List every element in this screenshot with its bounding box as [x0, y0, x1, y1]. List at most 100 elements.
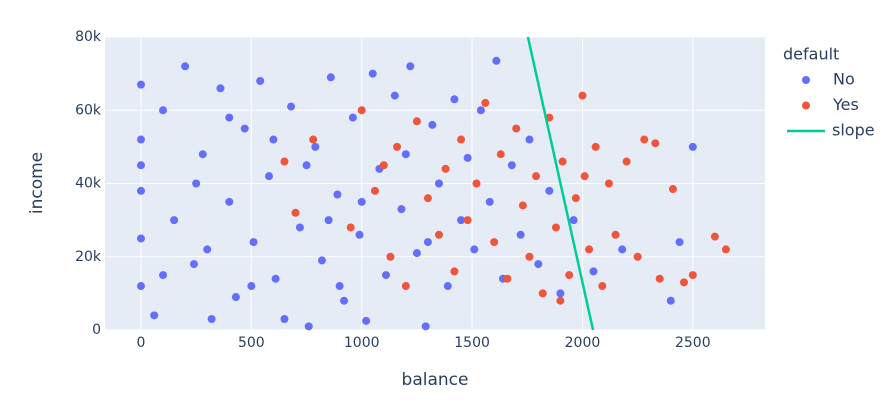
point — [496, 150, 505, 159]
point — [591, 142, 600, 151]
point — [326, 73, 335, 82]
point — [481, 98, 490, 107]
point — [569, 216, 578, 225]
point — [457, 135, 466, 144]
legend-symbol[interactable] — [802, 101, 810, 110]
point — [485, 197, 494, 206]
point — [249, 238, 258, 247]
x-tick-label: 1000 — [344, 335, 380, 351]
point — [470, 245, 479, 254]
point — [532, 172, 541, 181]
y-tick-label: 80k — [75, 29, 102, 45]
point — [412, 249, 421, 258]
point — [309, 135, 318, 144]
point — [280, 315, 289, 324]
point — [518, 201, 527, 210]
point — [421, 322, 430, 331]
point — [355, 230, 364, 239]
x-tick-label: 0 — [137, 335, 146, 351]
point — [295, 223, 304, 232]
point — [688, 271, 697, 280]
point — [317, 256, 326, 265]
legend-symbol[interactable] — [802, 76, 810, 84]
point — [324, 216, 333, 225]
point — [192, 179, 201, 188]
legend-label[interactable]: No — [833, 70, 855, 89]
point — [679, 278, 688, 287]
point — [507, 161, 516, 170]
point — [457, 216, 466, 225]
y-tick-label: 0 — [92, 322, 101, 338]
point — [287, 102, 296, 111]
x-tick-label: 500 — [238, 335, 265, 351]
point — [265, 172, 274, 181]
point — [225, 113, 234, 122]
point — [159, 106, 168, 115]
point — [311, 142, 320, 151]
point — [397, 205, 406, 214]
point — [472, 179, 481, 188]
point — [534, 260, 543, 269]
point — [335, 282, 344, 291]
point — [304, 322, 313, 331]
y-axis-title: income — [27, 152, 47, 214]
point — [450, 267, 459, 276]
point — [580, 172, 589, 181]
point — [269, 135, 278, 144]
point — [170, 216, 179, 225]
point — [302, 161, 311, 170]
point — [721, 245, 730, 254]
legend-label[interactable]: Yes — [832, 95, 859, 114]
marks — [136, 37, 730, 331]
point — [247, 282, 256, 291]
point — [203, 245, 212, 254]
point — [443, 282, 452, 291]
point — [340, 296, 349, 305]
point — [492, 56, 501, 65]
point — [136, 186, 145, 195]
point — [357, 197, 366, 206]
point — [476, 106, 485, 115]
legend: No Yes slope — [787, 70, 875, 140]
point — [551, 223, 560, 232]
point — [381, 271, 390, 280]
point — [545, 186, 554, 195]
point — [589, 267, 598, 276]
point — [280, 157, 289, 166]
slope-line — [526, 37, 595, 330]
x-axis-title: balance — [402, 370, 469, 390]
point — [640, 135, 649, 144]
legend-title: default — [783, 45, 839, 64]
x-tick-label: 1500 — [454, 335, 490, 351]
point — [370, 186, 379, 195]
y-tick-label: 20k — [75, 249, 102, 265]
point — [231, 293, 240, 302]
point — [571, 194, 580, 203]
point — [585, 245, 594, 254]
y-tick-label: 40k — [75, 176, 102, 192]
point — [578, 91, 587, 100]
point — [357, 106, 366, 115]
point — [434, 179, 443, 188]
point — [362, 316, 371, 325]
point — [516, 230, 525, 239]
legend-label[interactable]: slope — [832, 121, 875, 140]
point — [406, 62, 415, 71]
point — [450, 95, 459, 104]
point — [136, 161, 145, 170]
point — [291, 208, 300, 217]
point — [386, 252, 395, 261]
point — [428, 120, 437, 129]
point — [490, 238, 499, 247]
point — [622, 157, 631, 166]
point — [379, 161, 388, 170]
point — [136, 282, 145, 291]
point — [333, 190, 342, 199]
point — [348, 113, 357, 122]
point — [558, 157, 567, 166]
point — [441, 164, 450, 173]
point — [390, 91, 399, 100]
point — [136, 80, 145, 89]
point — [604, 179, 613, 188]
point — [207, 315, 216, 324]
